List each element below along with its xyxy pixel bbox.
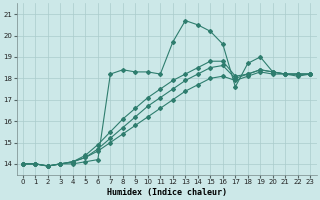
- X-axis label: Humidex (Indice chaleur): Humidex (Indice chaleur): [107, 188, 227, 197]
